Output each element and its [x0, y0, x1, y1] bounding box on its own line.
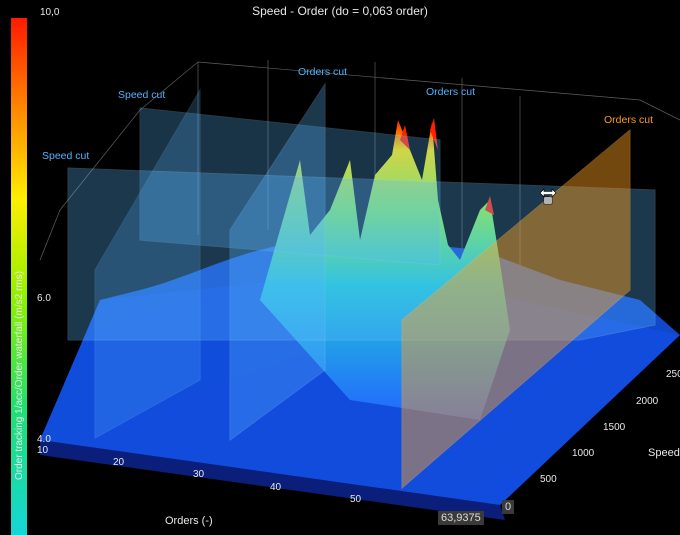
orders-cut-plane-1 [229, 82, 326, 441]
speed-readout: 0 [502, 500, 515, 514]
x-tick-20: 20 [113, 457, 125, 468]
chart-title: Speed - Order (do = 0,063 order) [252, 4, 428, 18]
orders-cut-label-2[interactable]: Orders cut [426, 86, 475, 98]
x-tick-50: 50 [350, 494, 362, 505]
x-tick-40: 40 [270, 482, 282, 493]
speed-cut-label-2[interactable]: Speed cut [42, 150, 89, 162]
colorbar [11, 18, 27, 535]
orders-cut-plane-2 [94, 88, 201, 439]
colorbar-max-label: 10,0 [40, 7, 60, 18]
orders-cut-label-1[interactable]: Orders cut [298, 66, 347, 78]
y-tick-500: 500 [540, 474, 557, 485]
orders-cut-label-active[interactable]: Orders cut [604, 114, 653, 126]
z-tick-1: 6.0 [37, 293, 51, 304]
x-axis-label: Orders (-) [165, 515, 213, 527]
speed-cut-label-1[interactable]: Speed cut [118, 89, 165, 101]
y-axis-label: Speed [648, 447, 680, 459]
resize-cursor-icon [539, 188, 557, 205]
y-tick-2500: 2500 [666, 369, 680, 380]
colorbar-title: Order tracking 1/acc/Order waterfall (m/… [14, 271, 25, 480]
speed-cut-plane-back [139, 107, 441, 266]
order-readout: 63,9375 [438, 511, 484, 525]
x-tick-30: 30 [193, 469, 205, 480]
speed-cut-plane-front [67, 167, 656, 341]
y-tick-1000: 1000 [572, 448, 595, 459]
z-tick-0: 4.0 [37, 434, 51, 445]
y-tick-1500: 1500 [603, 422, 626, 433]
y-tick-2000: 2000 [636, 396, 659, 407]
surface [40, 118, 680, 505]
cut-planes [67, 82, 656, 490]
x-tick-10: 10 [37, 445, 49, 456]
